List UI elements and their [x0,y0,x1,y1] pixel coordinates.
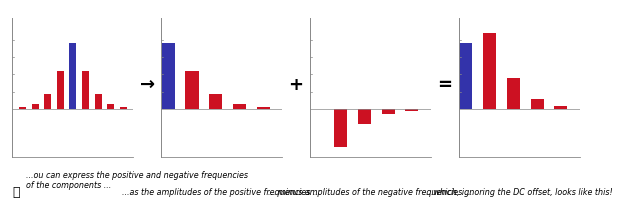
Bar [507,78,520,109]
Bar [209,94,222,109]
Bar [82,71,89,109]
Bar [257,108,270,109]
Bar [459,43,472,109]
Bar [107,104,114,109]
Bar [19,108,26,109]
Bar [531,99,544,109]
Bar [57,71,64,109]
Bar [358,109,371,124]
Text: =: = [437,75,453,94]
Text: ...ou can express the positive and negative frequencies
of the components ...: ...ou can express the positive and negat… [26,171,248,190]
Bar [405,109,419,111]
Text: ...which, ignoring the DC offset, looks like this!: ...which, ignoring the DC offset, looks … [426,188,613,197]
Bar [120,108,126,109]
Bar [69,43,76,109]
Bar [483,33,496,109]
Bar [233,104,246,109]
Bar [32,104,38,109]
Bar [554,106,567,109]
Text: ...as the amplitudes of the positive frequencies ...: ...as the amplitudes of the positive fre… [123,188,321,197]
Bar [95,94,102,109]
Bar [44,94,51,109]
Bar [185,71,198,109]
Text: +: + [288,75,304,94]
Text: ... minus amplitudes of the negative frequencies ...: ... minus amplitudes of the negative fre… [268,188,472,197]
Bar [382,109,395,114]
Bar [334,109,347,147]
Text: ⌕: ⌕ [12,186,20,199]
Bar [162,43,175,109]
Text: →: → [140,75,155,94]
